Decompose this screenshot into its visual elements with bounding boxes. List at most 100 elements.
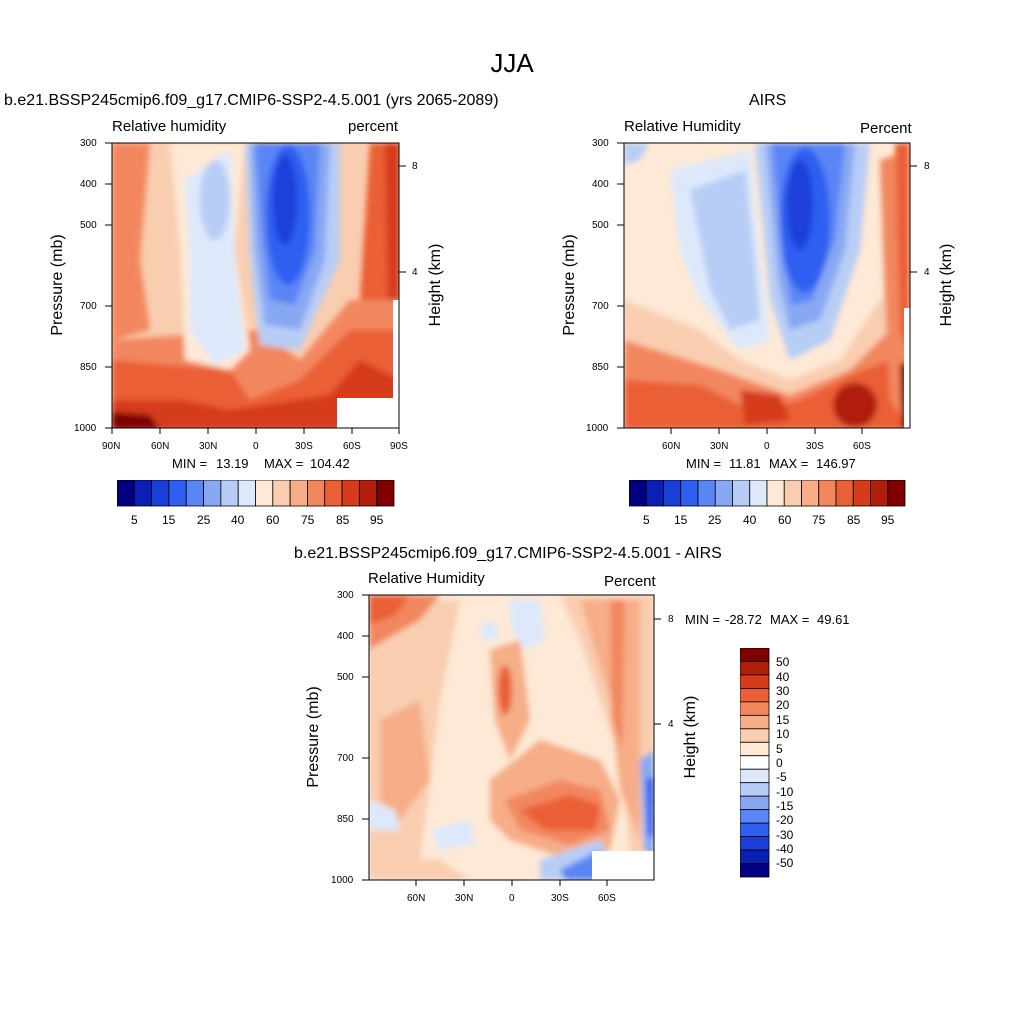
panel3-height-tick: 8 [668,614,674,625]
colorbar-swatch [740,728,770,743]
panel2-xtick-label: 0 [764,441,770,452]
panel2-xtick-label: 60S [853,441,871,452]
panel3-colorbar-label: -40 [776,842,794,856]
panel1-colorbar-label: 75 [301,513,315,527]
panel3-ytick-label: 700 [337,753,354,764]
panel3-ytick-label: 300 [337,590,354,601]
panel2-xtick-label: 30N [710,441,729,452]
panel3-colorbar-label: -15 [776,799,794,813]
panel2-ytick-label: 300 [592,138,609,149]
panel3-colorbar [740,648,770,878]
panel3-xtick-label: 60N [407,893,426,904]
panel1-colorbar-label: 95 [370,513,384,527]
panel2-right-string: Percent [860,120,912,137]
panel1-colorbar-label: 5 [131,513,138,527]
panel3-colorbar-label: 10 [776,727,790,741]
panel3-colorbar-label: -30 [776,828,794,842]
panel3-left-string: Relative Humidity [368,570,485,587]
panel2-ytick-label: 500 [592,220,609,231]
panel3-min-value: -28.72 [725,612,762,627]
panel3-max-value: 49.61 [817,612,850,627]
panel2-min-label: MIN = [686,456,722,471]
panel1-ytick-label: 500 [80,220,97,231]
panel3-ylabel-right: Height (km) [682,695,699,779]
colorbar-swatch [887,480,906,507]
panel2-height-tick: 8 [924,161,930,172]
panel2-colorbar-label: 25 [708,513,722,527]
colorbar-swatch [740,795,770,811]
panel1-xtick-label: 90S [390,441,408,452]
colorbar-swatch [740,674,770,689]
colorbar-swatch [376,480,395,507]
panel3-colorbar-label: 0 [776,756,783,770]
panel3-colorbar-label: -5 [776,770,787,784]
panel2-left-string: Relative Humidity [624,118,741,135]
colorbar-swatch [740,822,770,837]
panel3-ytick-label: 400 [337,631,354,642]
panel3-max-label: MAX = [770,612,810,627]
panel1-ytick-label: 1000 [74,423,97,434]
panel2-colorbar-label: 75 [812,513,826,527]
panel2-max-value: 146.97 [816,456,856,471]
panel3-xtick-label: 0 [509,893,515,904]
panel3-min-label: MIN = [685,612,721,627]
panel2-contours [624,143,910,428]
panel3-colorbar-label: -10 [776,785,794,799]
panel2-min-value: 11.81 [729,456,761,471]
colorbar-swatch [740,688,770,703]
panel3-xtick-label: 60S [598,893,616,904]
colorbar-swatch [740,661,770,676]
colorbar-swatch [740,849,770,864]
panel1-contours [112,143,399,428]
panel3-ylabel: Pressure (mb) [305,686,322,788]
panel2-ytick-label: 850 [592,362,609,373]
panel3-colorbar-label: 15 [776,713,790,727]
panel1-min-label: MIN = [172,456,208,471]
panel3-colorbar-label: -20 [776,813,794,827]
colorbar-swatch [740,809,770,824]
panel3-colorbar-label: 30 [776,684,790,698]
panel3-ytick-label: 850 [337,814,354,825]
panel1-title: b.e21.BSSP245cmip6.f09_g17.CMIP6-SSP2-4.… [4,92,499,109]
panel3-ytick-label: 1000 [331,875,354,886]
panel3-ytick-label: 500 [337,672,354,683]
panel3-right-string: Percent [604,573,656,590]
colorbar-swatch [740,741,770,757]
panel2-height-tick: 4 [924,267,930,278]
panel1-height-tick: 4 [412,267,418,278]
colorbar-swatch [740,755,770,770]
figure-title: JJA [490,48,534,78]
panel2-xtick-label: 60N [662,441,681,452]
panel3-colorbar-label: 20 [776,698,790,712]
panel2-colorbar-label: 60 [778,513,792,527]
panel2-ytick-label: 400 [592,179,609,190]
colorbar-swatch [740,863,770,878]
panel1-colorbar-label: 40 [231,513,245,527]
panel2-colorbar-label: 40 [743,513,757,527]
panel3-xtick-label: 30N [455,893,474,904]
panel1-ytick-label: 850 [80,362,97,373]
panel1-height-tick: 8 [412,161,418,172]
panel3-colorbar-label: -50 [776,856,794,870]
colorbar-swatch [740,714,770,730]
panel1-colorbar-label: 85 [336,513,350,527]
panel1-ytick-label: 700 [80,301,97,312]
panel2-ytick-label: 1000 [586,423,609,434]
panel2-colorbar-label: 15 [674,513,688,527]
panel2-max-label: MAX = [769,456,809,471]
panel3-colorbar-label: 50 [776,655,790,669]
panel3-title: b.e21.BSSP245cmip6.f09_g17.CMIP6-SSP2-4.… [294,545,722,562]
panel1-xtick-label: 0 [253,441,259,452]
panel1-max-label: MAX = [264,456,304,471]
panel2-tickmarks [617,142,917,434]
panel2-colorbar-label: 5 [643,513,650,527]
panel2-colorbar-label: 95 [881,513,895,527]
panel3-colorbar-label: 40 [776,670,790,684]
panel1-colorbar-label: 25 [197,513,211,527]
panel1-tickmarks [105,142,406,434]
panel1-colorbar [117,480,395,507]
panel2-xtick-label: 30S [806,441,824,452]
panel1-xtick-label: 60N [151,441,170,452]
